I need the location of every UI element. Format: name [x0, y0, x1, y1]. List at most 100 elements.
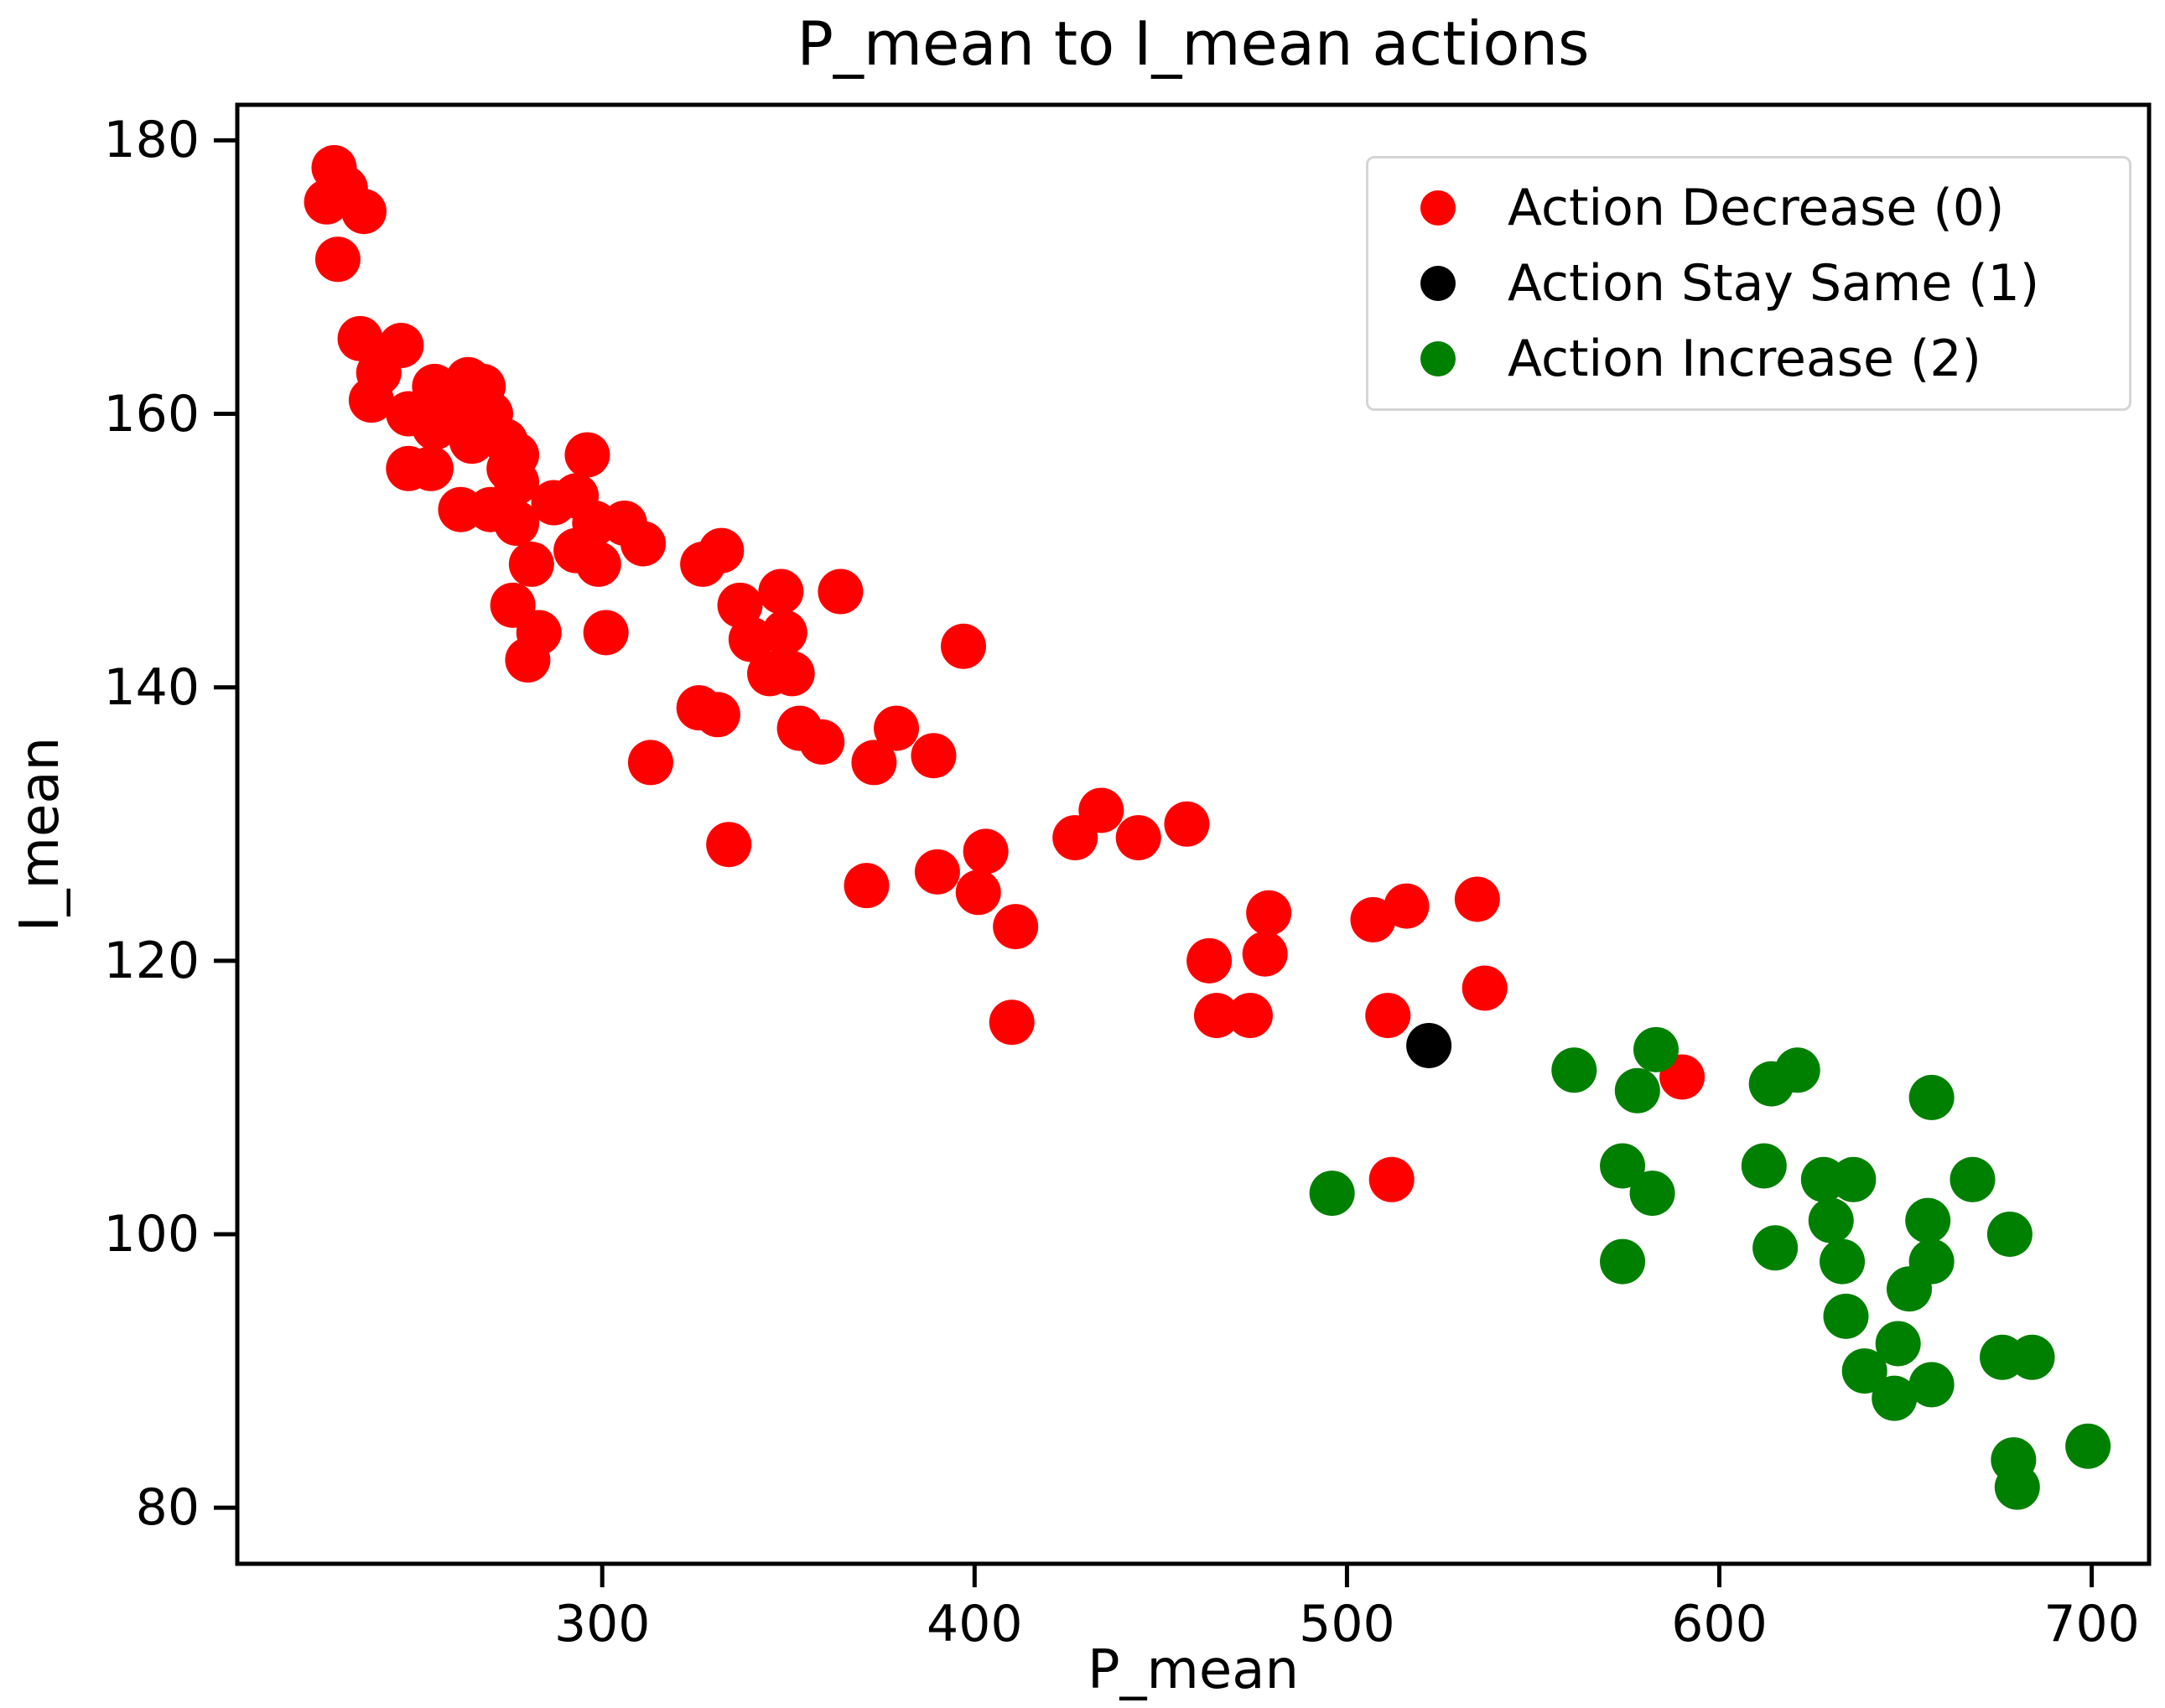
scatter-point: [1994, 1464, 2040, 1510]
scatter-point: [1774, 1047, 1820, 1093]
scatter-point: [564, 432, 610, 478]
scatter-point: [989, 999, 1035, 1046]
y-tick-label: 140: [103, 657, 200, 717]
scatter-point: [1614, 1067, 1660, 1114]
scatter-point: [1905, 1197, 1951, 1243]
scatter-point: [1164, 801, 1210, 847]
scatter-point: [758, 568, 804, 615]
scatter-point: [1986, 1211, 2033, 1257]
scatter-point: [1462, 965, 1508, 1011]
scatter-point: [1875, 1321, 1921, 1367]
scatter-point: [993, 904, 1039, 950]
scatter-point: [955, 870, 1001, 916]
chart-title: P_mean to I_mean actions: [797, 8, 1590, 79]
scatter-point: [769, 651, 815, 697]
y-tick-label: 160: [103, 384, 200, 444]
scatter-point: [1872, 1375, 1918, 1421]
x-tick-label: 700: [2043, 1595, 2140, 1653]
scatter-point: [1368, 1156, 1415, 1202]
scatter-point: [914, 849, 960, 895]
legend-item-increase: Action Increase (2): [1368, 330, 2129, 388]
legend-label-stay-same: Action Stay Same (1): [1508, 254, 2040, 313]
x-tick-label: 400: [927, 1595, 1023, 1653]
scatter-point: [706, 822, 752, 868]
legend-item-stay-same: Action Stay Same (1): [1368, 254, 2129, 313]
scatter-point: [1600, 1143, 1646, 1189]
legend-marker-stay-same-icon: [1420, 266, 1456, 301]
scatter-point: [620, 521, 667, 567]
scatter-point: [680, 541, 726, 587]
scatter-point: [1406, 1022, 1452, 1068]
y-axis-label: I_mean: [9, 736, 71, 932]
scatter-point: [1246, 890, 1292, 936]
y-tick-label: 100: [103, 1204, 200, 1264]
scatter-point: [337, 315, 383, 361]
scatter-point: [1193, 993, 1239, 1039]
scatter-point: [874, 705, 920, 751]
scatter-point: [1830, 1156, 1877, 1202]
scatter-point: [1908, 1074, 1955, 1120]
scatter-point: [508, 541, 554, 587]
scatter-point: [1242, 931, 1288, 977]
legend-item-decrease: Action Decrease (0): [1368, 179, 2129, 237]
scatter-point: [304, 179, 350, 225]
scatter-point: [851, 740, 897, 786]
scatter-point: [1186, 937, 1233, 984]
scatter-point: [627, 740, 673, 786]
scatter-point: [1741, 1143, 1787, 1189]
scatter-point: [1841, 1348, 1887, 1394]
scatter-point: [1600, 1238, 1646, 1285]
scatter-point: [505, 637, 551, 683]
scatter-point: [1950, 1156, 1996, 1202]
y-tick-label: 80: [135, 1478, 200, 1538]
scatter-point: [1365, 993, 1411, 1039]
scatter-point: [1078, 787, 1124, 833]
scatter-point: [694, 692, 740, 738]
scatter-point: [1629, 1171, 1675, 1217]
scatter-point: [449, 418, 495, 465]
scatter-point: [340, 189, 387, 235]
scatter-point: [728, 616, 774, 662]
scatter-point: [1887, 1266, 1933, 1312]
scatter-point: [314, 236, 361, 283]
scatter-point: [348, 377, 394, 423]
scatter-point: [1551, 1047, 1597, 1093]
scatter-point: [575, 541, 621, 587]
scatter-point: [408, 445, 454, 491]
x-tick-label: 600: [1671, 1595, 1768, 1653]
scatter-point: [583, 610, 629, 656]
scatter-point: [818, 568, 864, 615]
scatter-point: [761, 610, 807, 656]
y-tick-label: 180: [103, 111, 200, 170]
x-axis-label: P_mean: [1087, 1639, 1300, 1701]
scatter-point: [1227, 993, 1273, 1039]
scatter-point: [1823, 1293, 1869, 1339]
scatter-point: [1454, 876, 1500, 922]
y-tick-label: 120: [103, 931, 200, 990]
scatter-point: [494, 501, 540, 547]
scatter-point: [844, 863, 890, 909]
scatter-point: [1309, 1171, 1355, 1217]
legend-marker-increase-icon: [1420, 341, 1456, 376]
legend: Action Decrease (0) Action Stay Same (1)…: [1366, 156, 2131, 411]
scatter-point: [1384, 883, 1430, 929]
scatter-point: [911, 733, 957, 779]
axes-frame: [235, 102, 2152, 1566]
scatter-point: [963, 828, 1009, 875]
scatter-point: [717, 582, 763, 628]
scatter-point: [1820, 1238, 1866, 1285]
scatter-point: [2009, 1334, 2055, 1380]
scatter-point: [940, 623, 986, 669]
scatter-point: [1115, 815, 1161, 861]
scatter-point: [1808, 1197, 1854, 1243]
scatter-point: [1908, 1362, 1955, 1408]
scatter-point: [799, 719, 845, 765]
x-tick-label: 500: [1299, 1595, 1395, 1653]
legend-label-increase: Action Increase (2): [1508, 330, 1981, 388]
x-tick-label: 300: [553, 1595, 651, 1653]
legend-marker-decrease-icon: [1420, 190, 1456, 226]
scatter-point: [1633, 1026, 1680, 1072]
legend-label-decrease: Action Decrease (0): [1508, 179, 2005, 237]
